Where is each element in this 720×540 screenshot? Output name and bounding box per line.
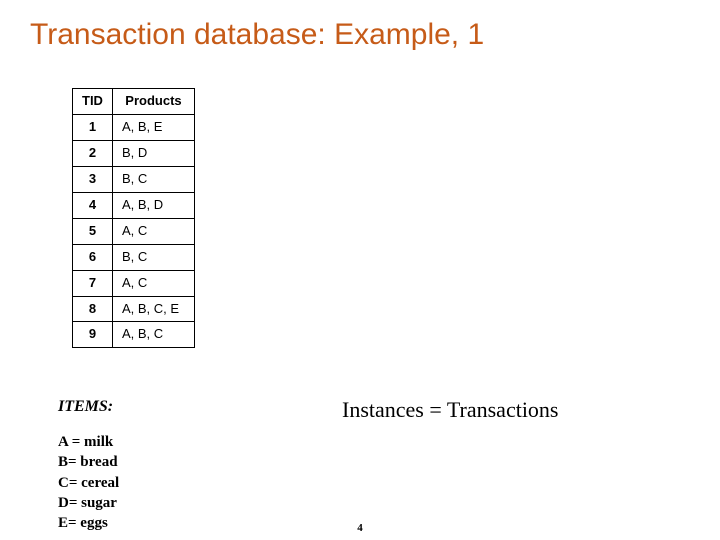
cell-products: B, D xyxy=(112,140,194,166)
cell-tid: 6 xyxy=(73,244,113,270)
cell-tid: 8 xyxy=(73,296,113,322)
item-legend-row: C= cereal xyxy=(58,473,119,493)
col-header-products: Products xyxy=(112,89,194,115)
table-row: 2B, D xyxy=(73,140,195,166)
slide-title: Transaction database: Example, 1 xyxy=(30,18,484,52)
table-row: 7A, C xyxy=(73,270,195,296)
item-legend-row: B= bread xyxy=(58,452,119,472)
cell-tid: 2 xyxy=(73,140,113,166)
table-row: 3B, C xyxy=(73,166,195,192)
transaction-table-region: TID Products 1A, B, E 2B, D 3B, C 4A, B,… xyxy=(72,88,195,348)
cell-products: B, C xyxy=(112,166,194,192)
cell-tid: 4 xyxy=(73,192,113,218)
items-heading: ITEMS: xyxy=(58,398,113,416)
cell-products: A, B, E xyxy=(112,114,194,140)
table-row: 1A, B, E xyxy=(73,114,195,140)
cell-products: A, C xyxy=(112,270,194,296)
items-legend: A = milk B= bread C= cereal D= sugar E= … xyxy=(58,432,119,533)
table-row: 5A, C xyxy=(73,218,195,244)
cell-products: B, C xyxy=(112,244,194,270)
col-header-tid: TID xyxy=(73,89,113,115)
slide-number: 4 xyxy=(357,522,363,534)
table-row: 9A, B, C xyxy=(73,322,195,348)
cell-tid: 3 xyxy=(73,166,113,192)
cell-products: A, B, C xyxy=(112,322,194,348)
cell-tid: 9 xyxy=(73,322,113,348)
item-legend-row: E= eggs xyxy=(58,513,119,533)
table-header-row: TID Products xyxy=(73,89,195,115)
cell-products: A, B, C, E xyxy=(112,296,194,322)
item-legend-row: A = milk xyxy=(58,432,119,452)
cell-products: A, B, D xyxy=(112,192,194,218)
transaction-table: TID Products 1A, B, E 2B, D 3B, C 4A, B,… xyxy=(72,88,195,348)
table-row: 6B, C xyxy=(73,244,195,270)
cell-tid: 5 xyxy=(73,218,113,244)
instances-note: Instances = Transactions xyxy=(342,397,559,423)
item-legend-row: D= sugar xyxy=(58,493,119,513)
table-row: 4A, B, D xyxy=(73,192,195,218)
cell-tid: 7 xyxy=(73,270,113,296)
table-row: 8A, B, C, E xyxy=(73,296,195,322)
cell-products: A, C xyxy=(112,218,194,244)
cell-tid: 1 xyxy=(73,114,113,140)
